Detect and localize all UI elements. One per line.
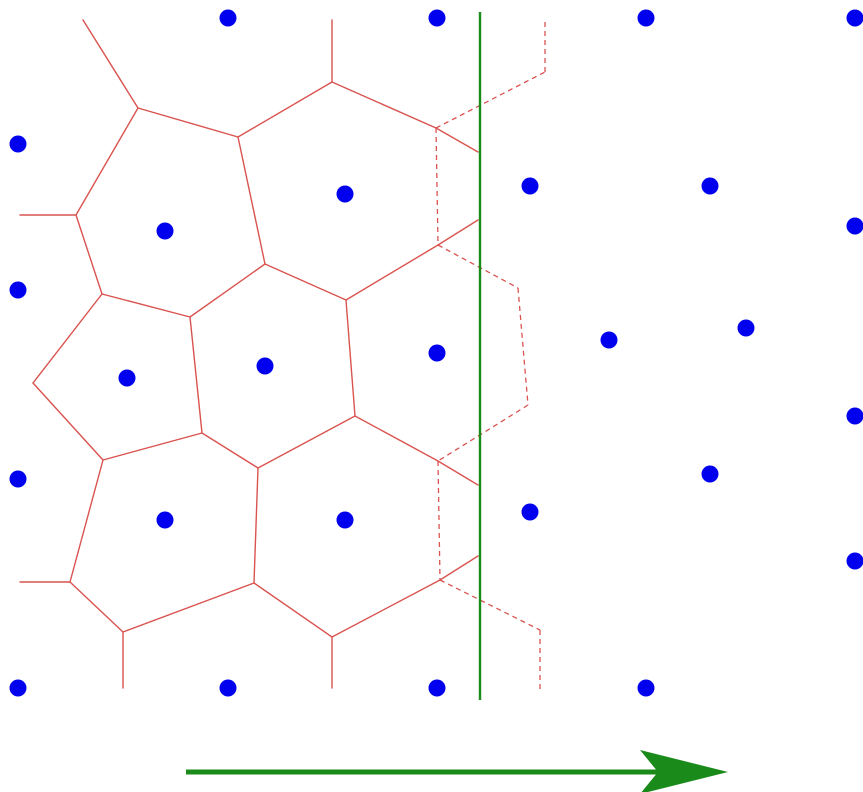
- site-point: [637, 679, 655, 697]
- voronoi-edge: [237, 136, 266, 265]
- site-point: [846, 9, 863, 27]
- site-point: [336, 511, 354, 529]
- site-point: [846, 217, 863, 235]
- voronoi-edge: [75, 214, 103, 295]
- voronoi-edge-pending: [517, 287, 529, 406]
- voronoi-edge: [101, 293, 191, 318]
- voronoi-edge: [435, 127, 479, 153]
- voronoi-edge: [69, 459, 104, 583]
- voronoi-edge: [253, 467, 259, 584]
- site-point: [219, 679, 237, 697]
- sites: [9, 9, 863, 697]
- voronoi-edge: [75, 107, 139, 216]
- voronoi-edge-pending: [435, 71, 546, 129]
- voronoi-edge: [264, 263, 347, 301]
- voronoi-edge-pending: [435, 127, 439, 246]
- voronoi-edge: [331, 579, 441, 638]
- site-point: [846, 552, 863, 570]
- voronoi-edge-pending: [439, 579, 541, 631]
- voronoi-edge: [32, 293, 103, 384]
- voronoi-edge: [32, 382, 104, 461]
- voronoi-edge: [69, 581, 124, 633]
- site-point: [219, 9, 237, 27]
- voronoi-edge: [345, 244, 439, 301]
- site-point: [600, 331, 618, 349]
- voronoi-edge: [345, 299, 356, 417]
- voronoi-edge: [331, 81, 437, 129]
- site-point: [521, 177, 539, 195]
- site-point: [428, 679, 446, 697]
- site-point: [9, 281, 27, 299]
- site-point: [118, 369, 136, 387]
- site-point: [701, 177, 719, 195]
- voronoi-edge: [82, 19, 139, 109]
- site-point: [428, 344, 446, 362]
- site-point: [521, 503, 539, 521]
- site-point: [156, 222, 174, 240]
- voronoi-edge: [257, 415, 356, 469]
- voronoi-edges-dashed: [435, 18, 546, 690]
- voronoi-edge-pending: [437, 460, 441, 581]
- site-point: [637, 9, 655, 27]
- site-point: [9, 135, 27, 153]
- voronoi-edge: [189, 316, 203, 434]
- arrow-head: [640, 750, 728, 792]
- arrow-right-icon: [186, 750, 728, 792]
- voronoi-edge: [354, 415, 439, 462]
- site-point: [9, 470, 27, 488]
- voronoi-edge: [122, 582, 255, 633]
- voronoi-edge: [189, 263, 266, 318]
- voronoi-edge: [237, 81, 333, 138]
- voronoi-edge: [201, 432, 259, 469]
- voronoi-edge: [437, 219, 479, 246]
- site-point: [428, 9, 446, 27]
- site-point: [256, 357, 274, 375]
- site-point: [9, 679, 27, 697]
- site-point: [156, 511, 174, 529]
- voronoi-edge-pending: [437, 244, 519, 289]
- site-point: [846, 407, 863, 425]
- voronoi-edge: [102, 432, 203, 461]
- site-point: [737, 319, 755, 337]
- voronoi-edge: [137, 107, 239, 138]
- voronoi-edge: [253, 582, 333, 638]
- voronoi-edge: [437, 460, 479, 486]
- site-point: [336, 185, 354, 203]
- voronoi-edges-solid: [19, 19, 479, 689]
- site-point: [701, 465, 719, 483]
- voronoi-edge: [439, 555, 479, 581]
